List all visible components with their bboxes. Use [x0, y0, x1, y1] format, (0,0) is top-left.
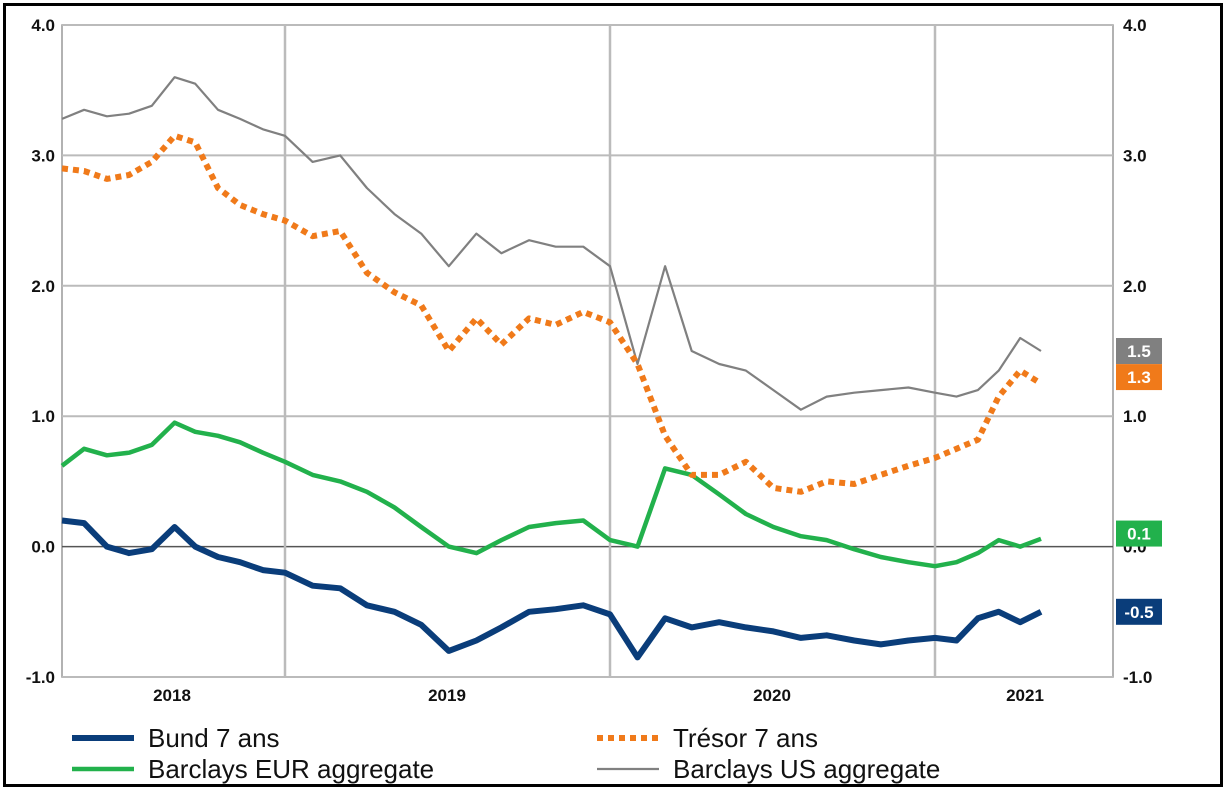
x-tick-label: 2019 [428, 686, 466, 705]
legend: Bund 7 ans Trésor 7 ans Barclays EUR aggre… [72, 723, 940, 784]
y-tick-label-right: -1.0 [1123, 668, 1152, 687]
series-lines [60, 76, 1043, 661]
x-tick-label: 2021 [1006, 686, 1044, 705]
y-tick-label-left: 1.0 [31, 407, 55, 426]
end-badge-label-2: 0.1 [1127, 525, 1151, 544]
series-line-3 [61, 76, 1042, 411]
end-badge-1 [1116, 364, 1162, 391]
end-badge-label-0: -0.5 [1124, 603, 1153, 622]
y-tick-label-left: 0.0 [31, 538, 55, 557]
x-axis: 2018 2019 2020 2021 [153, 686, 1044, 705]
end-badge-label-3: 1.5 [1127, 342, 1151, 361]
y-tick-label-right: 3.0 [1123, 146, 1147, 165]
legend-label-1: Trésor 7 ans [673, 723, 818, 753]
x-tick-label: 2018 [153, 686, 191, 705]
chart-frame [3, 3, 1223, 787]
y-tick-label-left: 2.0 [31, 277, 55, 296]
y-axis-right: 4.03.02.01.00.0-1.0 [1123, 16, 1152, 687]
series-line-1 [61, 132, 1043, 495]
legend-label-0: Bund 7 ans [148, 723, 280, 753]
end-badge-2 [1116, 520, 1162, 547]
y-tick-label-left: -1.0 [26, 668, 55, 687]
series-line-0 [61, 517, 1043, 661]
end-badge-3 [1116, 338, 1162, 364]
y-tick-label-left: 4.0 [31, 16, 55, 35]
end-badge-0 [1116, 598, 1162, 625]
y-tick-label-right: 2.0 [1123, 277, 1147, 296]
y-axis-left: 4.0 3.0 2.0 1.0 0.0 -1.0 [26, 16, 55, 687]
legend-label-2: Barclays EUR aggregate [148, 754, 434, 784]
y-tick-label-right: 1.0 [1123, 407, 1147, 426]
legend-label-3: Barclays US aggregate [673, 754, 940, 784]
plot-area-border [61, 24, 1114, 678]
series-line-2 [60, 420, 1042, 569]
gridlines [61, 24, 1114, 678]
y-tick-label-right: 4.0 [1123, 16, 1147, 35]
end-badge-label-1: 1.3 [1127, 368, 1151, 387]
x-tick-label: 2020 [753, 686, 791, 705]
y-tick-label-left: 3.0 [31, 146, 55, 165]
end-value-badges: -0.5 1.3 0.1 1.5 [1116, 338, 1162, 625]
